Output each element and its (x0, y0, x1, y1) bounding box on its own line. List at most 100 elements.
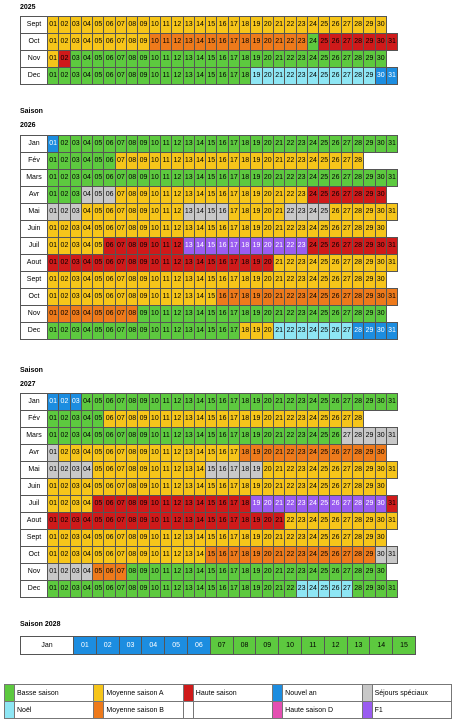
day-cell[interactable]: 17 (227, 563, 241, 581)
day-cell[interactable]: 06 (103, 322, 116, 340)
day-cell[interactable]: 13 (182, 529, 195, 547)
day-cell[interactable]: 19 (250, 203, 263, 221)
day-cell[interactable]: 25 (318, 50, 331, 68)
day-cell[interactable]: 13 (182, 186, 195, 204)
day-cell[interactable]: 30 (374, 16, 387, 34)
day-cell[interactable]: 02 (58, 271, 71, 289)
day-cell[interactable]: 22 (284, 512, 297, 530)
day-cell[interactable]: 26 (329, 512, 342, 530)
day-cell[interactable]: 10 (148, 237, 161, 255)
day-cell[interactable]: 10 (148, 169, 161, 187)
day-cell[interactable]: 27 (340, 410, 354, 428)
day-cell[interactable]: 07 (209, 636, 234, 655)
day-cell[interactable]: 14 (193, 512, 207, 530)
day-cell[interactable]: 05 (92, 305, 105, 323)
day-cell[interactable]: 23 (295, 305, 308, 323)
day-cell[interactable]: 31 (385, 512, 399, 530)
day-cell[interactable]: 11 (159, 67, 173, 85)
day-cell[interactable]: 31 (385, 322, 399, 340)
day-cell[interactable]: 27 (340, 288, 354, 306)
day-cell[interactable]: 05 (92, 254, 105, 272)
day-cell[interactable]: 22 (284, 563, 297, 581)
day-cell[interactable]: 24 (306, 546, 320, 564)
day-cell[interactable]: 14 (193, 135, 207, 153)
day-cell[interactable]: 21 (272, 169, 286, 187)
day-cell[interactable]: 24 (306, 288, 320, 306)
day-cell[interactable]: 13 (182, 67, 195, 85)
day-cell[interactable]: 08 (126, 16, 139, 34)
day-cell[interactable]: 20 (261, 410, 274, 428)
day-cell[interactable]: 30 (374, 529, 387, 547)
day-cell[interactable]: 23 (295, 410, 308, 428)
day-cell[interactable]: 05 (92, 529, 105, 547)
day-cell[interactable]: 26 (329, 152, 342, 170)
day-cell[interactable]: 12 (171, 512, 184, 530)
day-cell[interactable]: 22 (284, 580, 297, 598)
day-cell[interactable]: 29 (363, 33, 376, 51)
day-cell[interactable]: 21 (272, 271, 286, 289)
day-cell[interactable]: 25 (318, 427, 331, 445)
day-cell[interactable]: 06 (103, 203, 116, 221)
day-cell[interactable]: 30 (374, 254, 387, 272)
day-cell[interactable]: 15 (205, 152, 218, 170)
day-cell[interactable]: 12 (171, 135, 184, 153)
day-cell[interactable]: 12 (171, 563, 184, 581)
day-cell[interactable]: 18 (239, 546, 252, 564)
day-cell[interactable]: 08 (126, 254, 139, 272)
day-cell[interactable]: 14 (193, 410, 207, 428)
day-cell[interactable]: 29 (363, 237, 376, 255)
day-cell[interactable]: 28 (352, 67, 365, 85)
day-cell[interactable]: 03 (69, 478, 82, 496)
day-cell[interactable]: 20 (261, 427, 274, 445)
day-cell[interactable]: 18 (239, 512, 252, 530)
day-cell[interactable]: 06 (103, 220, 116, 238)
day-cell[interactable]: 09 (137, 254, 150, 272)
day-cell[interactable]: 18 (239, 203, 252, 221)
day-cell[interactable]: 23 (295, 288, 308, 306)
day-cell[interactable]: 08 (126, 135, 139, 153)
day-cell[interactable]: 13 (182, 288, 195, 306)
day-cell[interactable]: 04 (80, 461, 94, 479)
day-cell[interactable]: 04 (80, 186, 94, 204)
day-cell[interactable]: 15 (205, 33, 218, 51)
day-cell[interactable]: 04 (80, 427, 94, 445)
day-cell[interactable]: 21 (272, 50, 286, 68)
day-cell[interactable]: 27 (340, 135, 354, 153)
day-cell[interactable]: 18 (239, 305, 252, 323)
day-cell[interactable]: 09 (137, 33, 150, 51)
day-cell[interactable]: 23 (295, 427, 308, 445)
day-cell[interactable]: 09 (137, 461, 150, 479)
day-cell[interactable]: 30 (374, 427, 387, 445)
day-cell[interactable]: 09 (137, 478, 150, 496)
day-cell[interactable]: 19 (250, 152, 263, 170)
day-cell[interactable]: 13 (182, 16, 195, 34)
day-cell[interactable]: 31 (385, 393, 399, 411)
day-cell[interactable]: 28 (352, 393, 365, 411)
day-cell[interactable]: 02 (58, 50, 71, 68)
day-cell[interactable]: 04 (80, 478, 94, 496)
day-cell[interactable]: 15 (205, 237, 218, 255)
day-cell[interactable]: 14 (193, 546, 207, 564)
day-cell[interactable]: 19 (250, 237, 263, 255)
day-cell[interactable]: 05 (92, 135, 105, 153)
day-cell[interactable]: 29 (363, 478, 376, 496)
day-cell[interactable]: 07 (114, 271, 128, 289)
day-cell[interactable]: 02 (58, 305, 71, 323)
day-cell[interactable]: 01 (46, 220, 60, 238)
day-cell[interactable]: 28 (352, 237, 365, 255)
day-cell[interactable]: 28 (352, 288, 365, 306)
day-cell[interactable]: 21 (272, 410, 286, 428)
day-cell[interactable]: 14 (193, 305, 207, 323)
day-cell[interactable]: 03 (69, 322, 82, 340)
day-cell[interactable]: 18 (239, 50, 252, 68)
day-cell[interactable]: 25 (318, 33, 331, 51)
day-cell[interactable]: 17 (227, 271, 241, 289)
day-cell[interactable]: 12 (171, 271, 184, 289)
day-cell[interactable]: 01 (46, 393, 60, 411)
day-cell[interactable]: 02 (58, 237, 71, 255)
day-cell[interactable]: 29 (363, 271, 376, 289)
day-cell[interactable]: 19 (250, 512, 263, 530)
day-cell[interactable]: 26 (329, 16, 342, 34)
day-cell[interactable]: 04 (80, 580, 94, 598)
day-cell[interactable]: 29 (363, 495, 376, 513)
